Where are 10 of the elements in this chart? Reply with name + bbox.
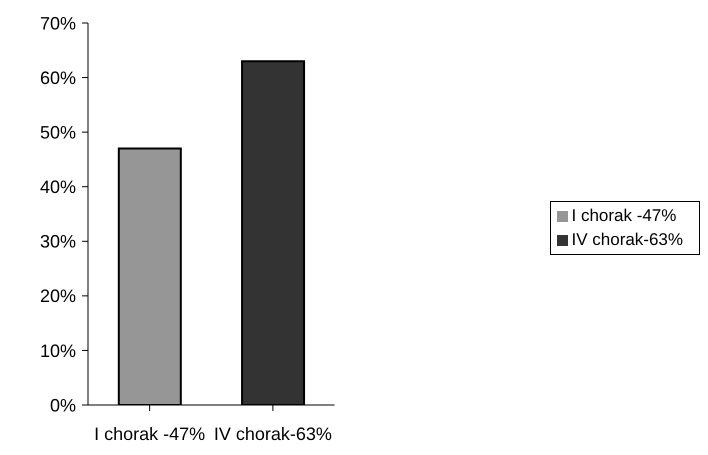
y-tick-label: 50% (40, 122, 76, 143)
legend-label: I chorak -47% (572, 206, 676, 224)
y-tick-label: 30% (40, 232, 76, 252)
y-tick-label: 20% (40, 286, 76, 306)
y-tick-label: 0% (50, 395, 76, 416)
y-tick-label: 40% (40, 177, 76, 198)
y-tick-label: 10% (40, 340, 76, 361)
y-tick-label: 60% (40, 68, 76, 88)
y-tick-label: 70% (40, 13, 76, 34)
legend-label: IV chorak-63% (572, 230, 683, 248)
